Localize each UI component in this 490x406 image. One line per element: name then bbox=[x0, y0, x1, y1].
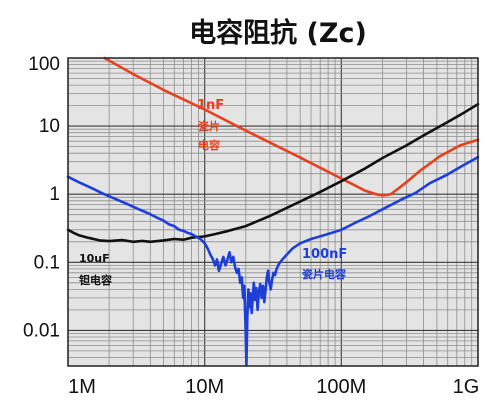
y-tick-label: 0.1 bbox=[34, 252, 60, 273]
y-axis-ticks: 100 10 1 0.1 0.01 bbox=[23, 54, 60, 341]
series-label-1nf: 1nF bbox=[197, 98, 224, 113]
plot-frame bbox=[67, 57, 479, 367]
series-label-10uf: 10uF bbox=[79, 252, 110, 265]
x-tick-label: 100M bbox=[316, 376, 366, 398]
grid bbox=[67, 57, 479, 367]
series-line-10uf bbox=[66, 102, 480, 244]
chart-title: 电容阻抗 (Zc) bbox=[189, 17, 367, 49]
x-tick-label: 1M bbox=[68, 376, 96, 398]
series-sublabel-100nf: 瓷片电容 bbox=[302, 267, 346, 281]
x-tick-label: 1G bbox=[453, 376, 480, 398]
series-sublabel-1nf-line2: 电容 bbox=[198, 138, 220, 152]
y-tick-label: 100 bbox=[28, 54, 60, 75]
y-tick-label: 10 bbox=[39, 116, 60, 137]
series-labels: 1nF 瓷片 电容 10uF 钽电容 100nF 瓷片电容 bbox=[79, 98, 347, 287]
series-line-100nf bbox=[66, 155, 480, 367]
y-tick-label: 1 bbox=[49, 184, 60, 205]
plot-area bbox=[68, 58, 478, 366]
x-tick-label: 10M bbox=[185, 376, 224, 398]
series-lines bbox=[66, 56, 480, 367]
series-sublabel-1nf-line1: 瓷片 bbox=[198, 119, 220, 133]
series-line-1nf bbox=[103, 56, 480, 197]
series-sublabel-10uf: 钽电容 bbox=[79, 273, 112, 287]
x-axis-ticks: 1M 10M 100M 1G bbox=[68, 376, 479, 398]
y-tick-label: 0.01 bbox=[23, 320, 60, 341]
series-label-100nf: 100nF bbox=[302, 247, 347, 262]
